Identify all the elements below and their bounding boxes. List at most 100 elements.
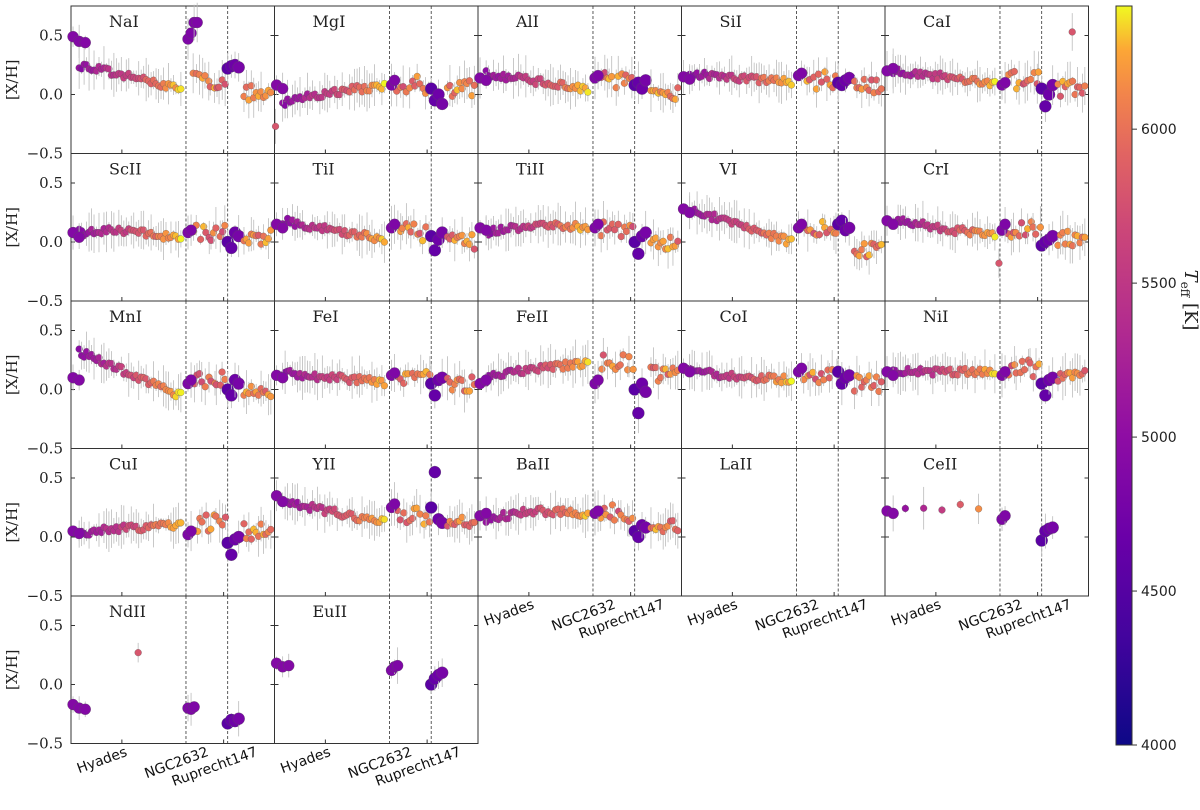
star-point — [215, 83, 223, 91]
star-point — [1029, 373, 1037, 381]
star-point — [795, 67, 808, 79]
star-point — [458, 231, 466, 239]
star-point — [669, 517, 677, 525]
star-point — [872, 76, 881, 84]
y-tick-label: −0.5 — [27, 292, 63, 310]
panel-ali: AlI — [474, 5, 682, 154]
panel-nai: NaI −0.5 0.0 0.5 [X/H] — [3, 2, 275, 163]
star-point — [823, 75, 831, 83]
panel-mgi: MgI — [270, 5, 479, 154]
star-point — [470, 245, 478, 253]
star-point — [207, 236, 215, 244]
y-axis-label: [X/H] — [3, 354, 21, 395]
panel-element-label: MnI — [109, 307, 142, 326]
star-point — [850, 387, 859, 395]
panel-nii: NiI — [881, 300, 1089, 449]
star-point — [975, 505, 983, 513]
star-point — [428, 465, 442, 479]
y-axis-label: [X/H] — [3, 649, 21, 690]
star-point — [865, 251, 873, 259]
star-point — [875, 387, 883, 395]
colorbar-scale — [1115, 5, 1133, 746]
star-point — [629, 223, 637, 231]
star-point — [1027, 75, 1035, 83]
star-point — [232, 712, 245, 725]
panel-frame — [274, 595, 479, 744]
panel-cai: CaI — [881, 5, 1089, 154]
panel-mni: MnI −0.5 0.0 0.5 [X/H] — [3, 300, 275, 458]
star-point — [422, 223, 430, 231]
panel-element-label: CrI — [923, 160, 949, 179]
star-point — [221, 80, 229, 88]
panel-element-label: YII — [312, 455, 336, 474]
star-point — [499, 509, 508, 517]
star-point — [276, 372, 289, 384]
star-point — [1013, 85, 1021, 93]
star-point — [620, 79, 628, 87]
star-point — [1034, 68, 1043, 76]
star-point — [584, 358, 592, 366]
star-point — [380, 238, 388, 246]
star-point — [458, 376, 466, 384]
star-point — [683, 73, 696, 85]
star-point — [105, 65, 113, 73]
star-point — [480, 507, 492, 520]
star-point — [592, 218, 604, 230]
star-point — [632, 247, 645, 260]
star-point — [865, 372, 873, 380]
star-point — [616, 361, 624, 369]
star-point — [1020, 366, 1029, 374]
star-point — [628, 514, 637, 522]
y-tick-label: 0.5 — [39, 174, 63, 192]
star-point — [956, 500, 964, 509]
star-point — [458, 85, 466, 93]
star-point — [1029, 223, 1037, 231]
panel-element-label: ScII — [109, 160, 142, 179]
star-point — [1081, 233, 1089, 241]
star-point — [177, 519, 185, 527]
panel-baii: BaII — [474, 448, 682, 597]
y-tick-label: 0.0 — [39, 233, 63, 251]
panel-cui: CuI −0.5 0.0 0.5 [X/H] — [3, 448, 275, 605]
panel-euii: EuII — [270, 595, 479, 744]
star-point — [79, 703, 91, 715]
star-point — [787, 377, 795, 385]
star-point — [938, 506, 946, 514]
star-point — [391, 659, 404, 672]
star-point — [870, 382, 878, 390]
star-point — [410, 220, 418, 228]
star-point — [1064, 227, 1072, 235]
star-point — [860, 75, 868, 83]
star-point — [639, 385, 652, 399]
star-point — [887, 507, 899, 520]
star-point — [117, 363, 125, 371]
star-point — [999, 366, 1011, 378]
star-point — [79, 36, 91, 49]
panel-coi: CoI — [677, 300, 886, 449]
panel-element-label: CeII — [923, 455, 957, 474]
star-point — [419, 237, 427, 245]
panel-element-label: VI — [719, 160, 738, 179]
star-point — [225, 241, 238, 255]
panel-cri: CrI — [881, 153, 1089, 302]
star-point — [1071, 90, 1079, 99]
colorbar: 4000 4500 5000 5500 6000 Teff [K] — [1115, 5, 1200, 754]
star-point — [584, 88, 592, 96]
y-tick-label: 0.0 — [39, 676, 63, 694]
panel-element-label: NiI — [923, 307, 948, 326]
star-point — [436, 666, 449, 679]
star-point — [625, 353, 633, 361]
star-point — [458, 513, 466, 521]
colorbar-tick-label: 6000 — [1141, 122, 1177, 138]
y-tick-label: 0.5 — [39, 27, 63, 45]
star-point — [218, 521, 226, 529]
star-point — [999, 218, 1011, 230]
panel-feii: FeII — [474, 300, 682, 449]
star-point — [388, 218, 401, 230]
star-point — [480, 224, 492, 236]
panel-element-label: TiI — [313, 160, 335, 179]
star-point — [608, 73, 616, 81]
star-point — [855, 252, 863, 260]
colorbar-tick-label: 4000 — [1141, 738, 1177, 754]
